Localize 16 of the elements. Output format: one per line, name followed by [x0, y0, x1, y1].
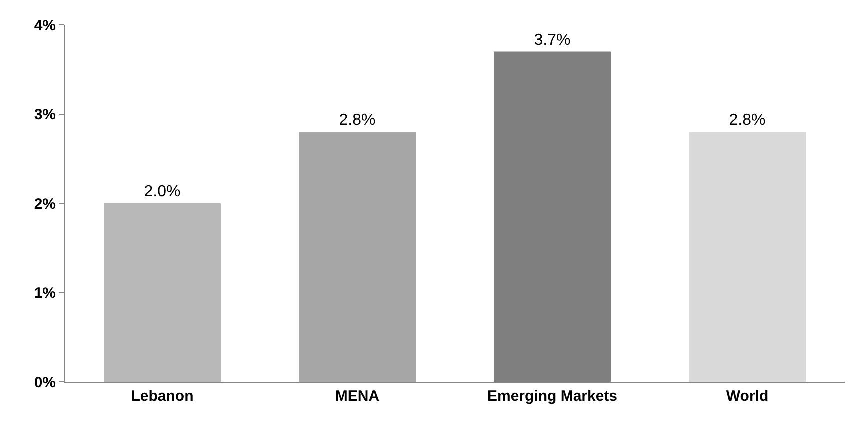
data-label: 2.8% — [729, 112, 766, 130]
y-tick-label: 2% — [34, 196, 56, 213]
x-tick-label: MENA — [335, 388, 380, 405]
x-tick-label: Emerging Markets — [487, 388, 618, 405]
data-label: 2.8% — [339, 112, 376, 130]
y-tick-label: 0% — [34, 374, 56, 392]
x-tick-label: Lebanon — [131, 388, 194, 405]
data-label: 2.0% — [144, 184, 181, 200]
bar — [689, 132, 806, 382]
bar — [104, 204, 221, 382]
y-tick-label: 3% — [34, 106, 56, 124]
y-tick-label: 1% — [34, 285, 56, 302]
data-label: 3.7% — [534, 32, 571, 49]
bar — [299, 132, 416, 382]
x-tick-label: World — [726, 388, 769, 405]
y-tick-label: 4% — [34, 17, 56, 34]
